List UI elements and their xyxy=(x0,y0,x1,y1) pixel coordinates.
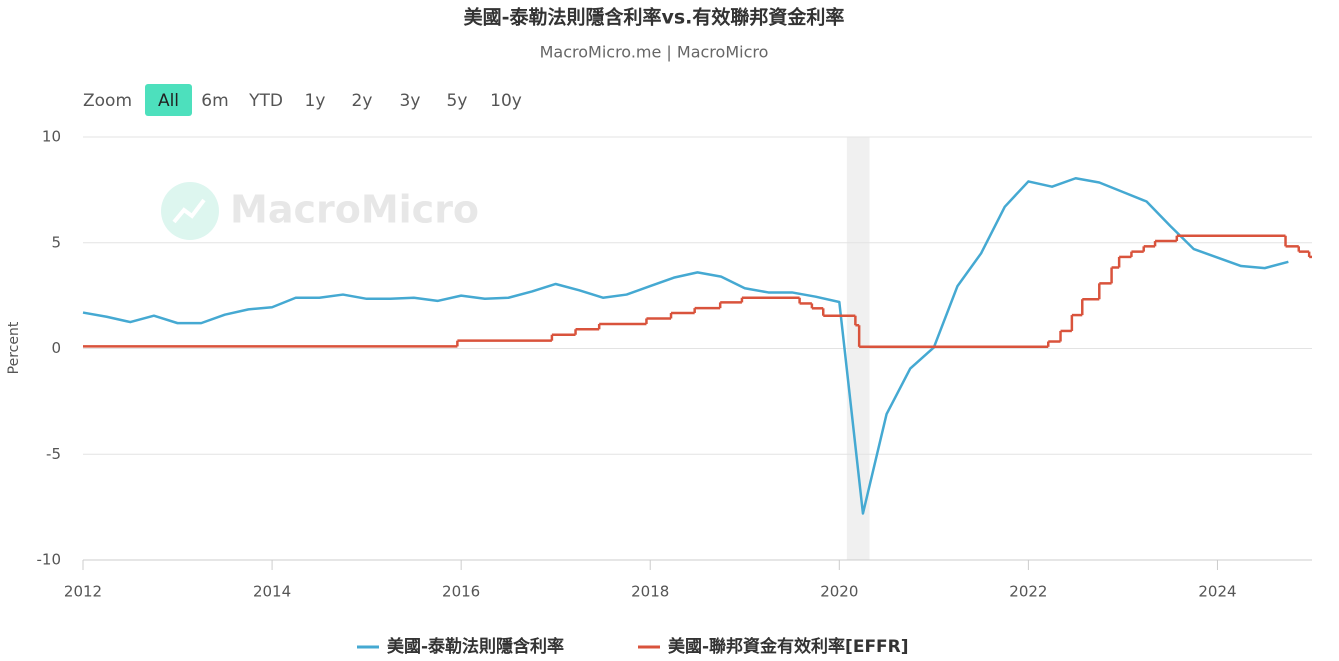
zoom-button[interactable]: 5y xyxy=(447,91,468,111)
x-tick-label: 2014 xyxy=(253,583,291,601)
x-tick-label: 2016 xyxy=(442,583,480,601)
zoom-button[interactable]: 3y xyxy=(400,91,421,111)
x-tick-label: 2012 xyxy=(64,583,102,601)
zoom-button[interactable]: 1y xyxy=(305,91,326,111)
zoom-label: Zoom xyxy=(83,91,132,111)
zoom-button[interactable]: All xyxy=(158,91,179,111)
y-tick-label: 10 xyxy=(42,128,61,146)
y-tick-label: -5 xyxy=(46,445,61,463)
watermark: MacroMicro xyxy=(161,182,479,240)
x-tick-label: 2022 xyxy=(1009,583,1047,601)
x-tick-label: 2024 xyxy=(1198,583,1236,601)
chart-title: 美國-泰勒法則隱含利率vs.有效聯邦資金利率 xyxy=(464,6,845,29)
y-tick-label: 5 xyxy=(51,233,61,251)
zoom-button[interactable]: 6m xyxy=(201,91,228,111)
series-line xyxy=(82,176,1289,515)
chart-subtitle: MacroMicro.me | MacroMicro xyxy=(540,43,769,62)
zoom-button-bg[interactable] xyxy=(145,84,192,116)
watermark-text: MacroMicro xyxy=(230,188,479,232)
y-tick-label: 0 xyxy=(51,339,61,357)
x-tick-label: 2018 xyxy=(631,583,669,601)
x-tick-label: 2020 xyxy=(820,583,858,601)
watermark-icon-line xyxy=(172,198,206,224)
zoom-button[interactable]: 2y xyxy=(352,91,373,111)
y-tick-label: -10 xyxy=(37,551,62,569)
watermark-icon xyxy=(161,182,219,240)
y-axis-label: Percent xyxy=(6,321,22,374)
zoom-button[interactable]: YTD xyxy=(248,91,283,111)
legend-label[interactable]: 美國-泰勒法則隱含利率 xyxy=(387,636,564,657)
zoom-button[interactable]: 10y xyxy=(490,91,522,111)
legend-label[interactable]: 美國-聯邦資金有效利率[EFFR] xyxy=(668,636,909,657)
